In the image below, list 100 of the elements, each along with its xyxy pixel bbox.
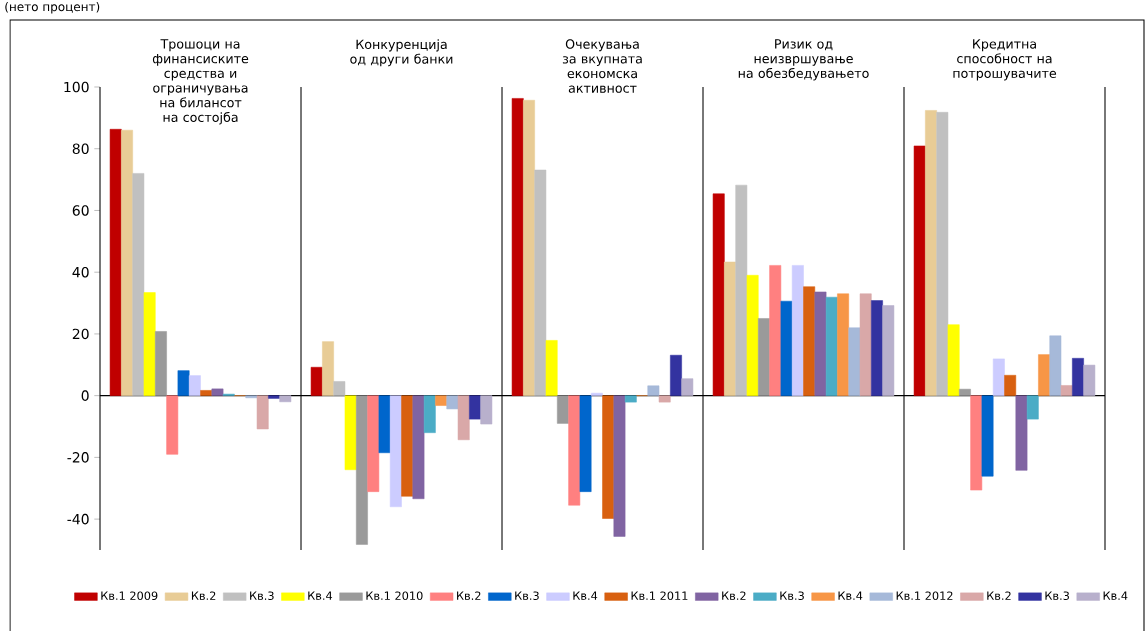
y-tick-label: 20	[72, 328, 89, 340]
legend-label: Кв.3	[780, 591, 804, 601]
bar	[1049, 335, 1062, 396]
bar	[1072, 358, 1084, 396]
bar	[1015, 395, 1028, 471]
bar	[848, 327, 861, 396]
bar	[780, 300, 793, 396]
bar	[602, 395, 615, 519]
bar	[959, 388, 971, 396]
bar	[143, 292, 156, 396]
bar	[333, 381, 346, 396]
legend-label: Кв.2	[191, 591, 216, 600]
bar	[859, 293, 872, 396]
legend-label: Кв.1 2012	[896, 591, 953, 601]
bar	[882, 305, 895, 396]
bar	[746, 275, 759, 396]
x-tick-label: Трошоци на финансиските средства и ограничувања на билансот на состојба	[152, 39, 249, 125]
bar	[947, 324, 960, 396]
bar	[670, 354, 682, 396]
text: (нето процент)	[5, 1, 100, 14]
bar	[579, 395, 592, 492]
bar	[511, 98, 524, 396]
legend-label: Кв.2	[457, 591, 481, 600]
bar	[724, 261, 736, 396]
legend-label: Кв.4	[838, 591, 863, 600]
bar	[803, 286, 816, 396]
bar	[981, 395, 994, 477]
bar	[925, 110, 937, 396]
bar	[814, 291, 827, 396]
bar	[568, 395, 581, 506]
bar	[712, 193, 725, 396]
y-tick-label: 0	[81, 390, 89, 401]
legend-label: Кв.2	[987, 591, 1011, 600]
y-tick-label: 60	[72, 205, 89, 216]
legend-label: Кв.1 2010	[366, 591, 423, 601]
bar	[1026, 395, 1039, 420]
x-tick-label: Ризик од неизвршување на обезбедувањето	[738, 39, 869, 81]
legend-label: Кв.3	[1045, 591, 1069, 601]
bar	[423, 395, 436, 433]
bar	[1060, 385, 1073, 396]
bar	[412, 395, 425, 500]
bar	[545, 340, 558, 396]
bar	[613, 395, 626, 537]
bar	[658, 395, 671, 403]
bar	[200, 390, 213, 396]
y-tick-label: 40	[72, 266, 89, 278]
bar	[155, 331, 167, 396]
y-tick-label: 80	[72, 143, 89, 155]
legend-label: Кв.3	[250, 591, 274, 601]
legend-label: Кв.4	[308, 591, 333, 600]
y-tick-label: 100	[64, 81, 89, 93]
bar	[837, 293, 849, 396]
legend-label: Кв.4	[573, 591, 598, 600]
bar	[791, 265, 804, 396]
bar	[647, 385, 660, 396]
bar	[624, 395, 637, 403]
legend-label: Кв.1 2009	[101, 591, 158, 601]
bar	[279, 395, 292, 403]
legend-label: Кв.4	[1103, 591, 1128, 600]
bar	[534, 169, 547, 396]
bar	[322, 341, 334, 396]
bar	[469, 395, 481, 420]
bar	[166, 395, 179, 455]
bar	[268, 395, 280, 399]
bar	[446, 395, 459, 410]
bar	[310, 366, 323, 396]
bar	[367, 395, 380, 492]
y-tick-label: -20	[67, 452, 89, 463]
bar	[825, 296, 838, 396]
bar	[177, 370, 190, 396]
bar	[389, 395, 402, 508]
bar	[936, 112, 949, 396]
bar	[758, 318, 770, 396]
bar	[871, 300, 883, 396]
bar	[211, 388, 224, 396]
bar	[590, 392, 603, 396]
bar	[188, 375, 201, 396]
bar	[970, 395, 983, 491]
bar	[557, 395, 569, 424]
bar	[1004, 375, 1017, 396]
bar	[109, 129, 122, 396]
bar	[344, 395, 357, 470]
bar	[256, 395, 269, 430]
bar	[681, 378, 694, 396]
x-tick-label: Кредитна способност на потрошувачите	[953, 39, 1057, 81]
bar	[480, 395, 493, 425]
bar	[457, 395, 470, 441]
bar	[121, 129, 133, 396]
bar	[992, 358, 1005, 396]
legend-label: Кв.2	[722, 591, 746, 600]
bar	[769, 265, 782, 396]
bar	[523, 99, 535, 396]
bar	[1038, 354, 1050, 396]
bar	[1083, 364, 1096, 396]
bar	[245, 395, 258, 399]
x-tick-label: Очекувања за вкупната економска активност	[562, 39, 642, 93]
bar	[913, 145, 926, 396]
bar	[435, 395, 447, 406]
bar	[356, 395, 368, 545]
x-tick-label: Конкуренција од други банки	[350, 39, 453, 67]
